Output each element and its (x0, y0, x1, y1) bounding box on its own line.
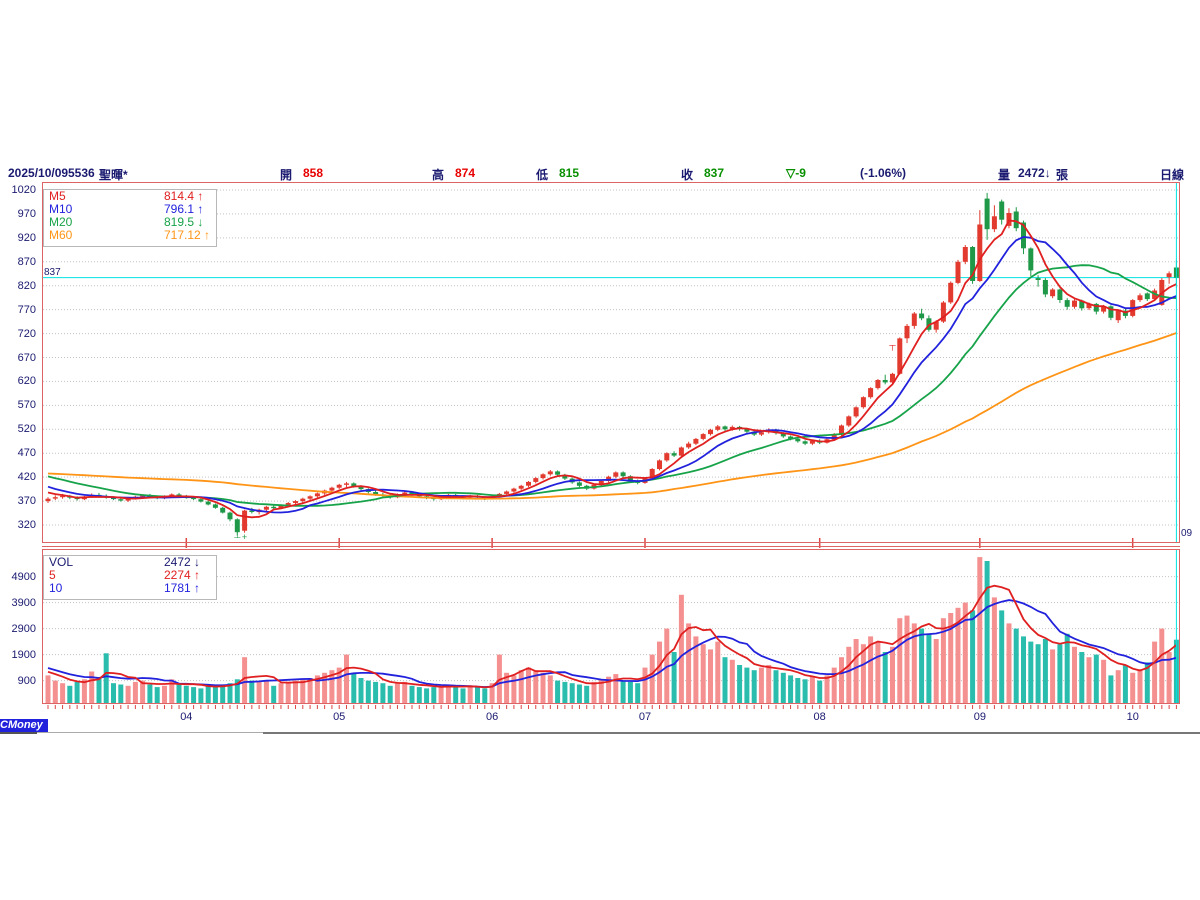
ma-legend-row: M20 819.5 ↓ (44, 216, 216, 229)
month-tick-label: 10 (1126, 711, 1139, 723)
volume-legend-row: 10 1781 ↑ (44, 582, 216, 595)
volume-tick-label: 1900 (11, 648, 36, 661)
volume-chart-canvas[interactable] (42, 549, 1180, 711)
low-value: 815 (559, 166, 580, 180)
month-tick-label: 04 (180, 711, 193, 723)
vol-ma5-label: 5 (49, 568, 56, 582)
window-divider-end (0, 731, 37, 734)
ma20-value: 819.5 ↓ (164, 215, 204, 229)
ma20-label: M20 (49, 215, 73, 229)
crosshair-price-tag: 837 (44, 267, 61, 278)
close-value: 837 (704, 166, 725, 180)
ma5-value: 814.4 ↑ (164, 189, 204, 203)
price-tick-label: 370 (17, 495, 36, 508)
vol-ma10-value: 1781 ↑ (164, 581, 201, 595)
volume-value: 2472↓ (1018, 166, 1051, 180)
volume-legend-row: 5 2274 ↑ (44, 569, 216, 582)
month-tick-label: 06 (485, 711, 499, 723)
period-label[interactable]: 日線 (1160, 168, 1185, 182)
close-label: 收 (681, 168, 694, 182)
svg-text:+: + (242, 532, 247, 542)
price-tick-label: 470 (17, 447, 36, 460)
volume-tick-label: 900 (17, 674, 36, 687)
price-tick-label: 870 (17, 255, 36, 268)
crosshair-date-tag: 09 (1181, 528, 1193, 539)
month-tick-label: 07 (638, 711, 652, 723)
high-value: 874 (455, 166, 476, 180)
price-tick-label: 320 (17, 519, 36, 531)
vol-ma5-value: 2274 ↑ (164, 568, 201, 582)
volume-legend: VOL 2472 ↓ 5 2274 ↑ 10 1781 ↑ (43, 555, 217, 600)
open-label: 開 (280, 168, 293, 182)
month-tick-label: 05 (333, 711, 346, 723)
price-tick-label: 970 (17, 207, 36, 220)
stock-name: 聖暉* (99, 168, 128, 182)
vol-value: 2472 ↓ (164, 555, 201, 569)
price-tick-label: 670 (17, 351, 36, 364)
price-tick-label: 720 (17, 327, 36, 340)
price-tick-label: 920 (17, 231, 36, 244)
ma10-value: 796.1 ↑ (164, 202, 204, 216)
ma-legend-row: M10 796.1 ↑ (44, 203, 216, 216)
ma-legend-row: M5 814.4 ↑ (44, 190, 216, 203)
price-tick-label: 620 (17, 375, 36, 388)
volume-tick-label: 4900 (11, 570, 36, 583)
price-tick-label: 520 (17, 423, 36, 436)
quote-date: 2025/10/09 (8, 166, 69, 180)
ma-legend: M5 814.4 ↑ M10 796.1 ↑ M20 819.5 ↓ M60 7… (43, 189, 217, 247)
vol-ma10-label: 10 (49, 581, 63, 595)
cmoney-logo: CMoney (0, 719, 48, 732)
price-chart-canvas[interactable]: ⊥ + ┬ (42, 182, 1180, 549)
price-tick-label: 420 (17, 471, 36, 484)
price-tick-label: 770 (17, 303, 36, 316)
ma-legend-row: M60 717.12 ↑ (44, 229, 216, 242)
low-label: 低 (536, 168, 549, 182)
ma10-label: M10 (49, 202, 73, 216)
month-tick-label: 09 (973, 711, 986, 723)
ma5-label: M5 (49, 189, 66, 203)
volume-legend-row: VOL 2472 ↓ (44, 556, 216, 569)
change-percent: (-1.06%) (860, 166, 907, 180)
price-tick-label: 820 (17, 279, 36, 292)
window-divider-dark (263, 732, 1200, 734)
price-tick-label: 570 (17, 399, 36, 412)
month-tick-label: 08 (813, 711, 826, 723)
price-tick-label: 1020 (11, 184, 36, 196)
volume-tick-label: 3900 (11, 596, 36, 609)
svg-text:⊥: ⊥ (233, 530, 241, 540)
stock-id: 5536 (68, 166, 95, 180)
ma60-value: 717.12 ↑ (164, 228, 211, 242)
ma60-label: M60 (49, 228, 73, 242)
volume-unit: 張 (1056, 168, 1069, 182)
change-value: ▽-9 (786, 166, 806, 180)
volume-tick-label: 2900 (11, 622, 36, 635)
high-label: 高 (432, 168, 445, 182)
svg-text:┬: ┬ (888, 340, 896, 351)
open-value: 858 (303, 166, 324, 180)
volume-label: 量 (998, 168, 1011, 182)
vol-label: VOL (49, 555, 74, 569)
